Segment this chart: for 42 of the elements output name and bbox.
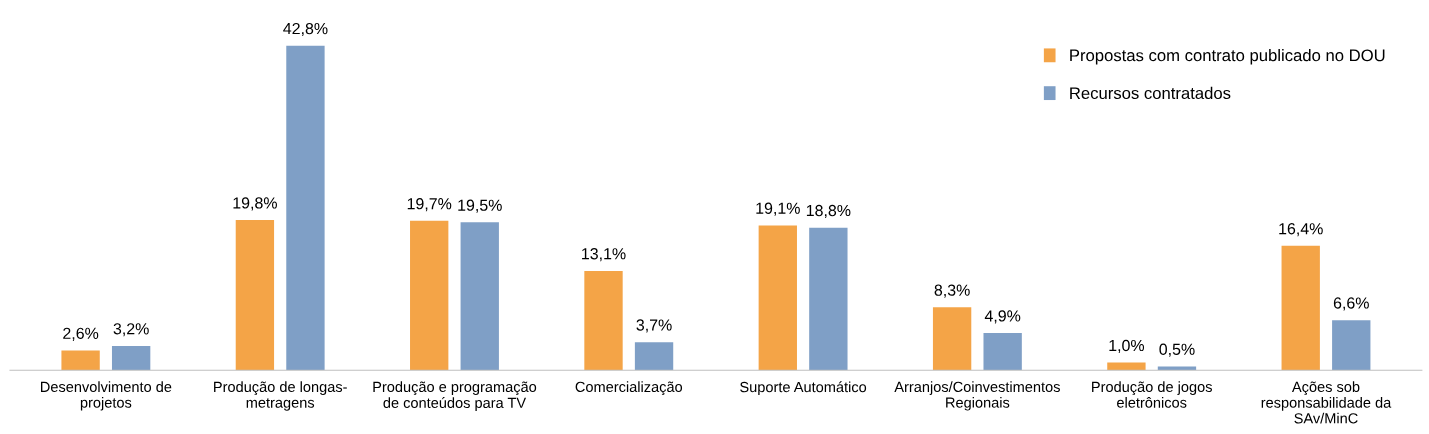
bar (286, 45, 325, 371)
x-tick-label: Arranjos/Coinvestimentos Regionais (894, 381, 1060, 411)
x-tick-label: Produção e programação de conteúdos para TV (373, 381, 537, 411)
bar (61, 350, 100, 371)
bar (983, 333, 1022, 371)
bar (1281, 245, 1320, 371)
data-label: 1,0% (1109, 339, 1145, 354)
bar (410, 220, 449, 371)
x-tick-label: Produção de longas- metragens (214, 381, 347, 411)
data-label: 19,5% (458, 199, 502, 213)
bar (460, 222, 499, 371)
bar (111, 345, 151, 371)
x-tick-label: Produção de jogos eletrônicos (1092, 381, 1212, 408)
data-label: 19,8% (233, 197, 277, 211)
data-label: 19,1% (756, 202, 800, 216)
bar (1332, 320, 1371, 371)
bar (758, 225, 797, 371)
legend-label: Propostas com contrato publicado no DOU (1070, 49, 1385, 65)
data-label: 42,8% (283, 22, 328, 37)
legend-label: Recursos contratados (1070, 86, 1231, 100)
data-label: 8,3% (934, 284, 970, 298)
data-label: 13,1% (582, 248, 626, 262)
data-label: 6,6% (1333, 297, 1369, 311)
x-tick-label: Ações sob responsabilidade da SAv/MinC (1261, 381, 1392, 424)
x-tick-label: Comercialização (575, 381, 683, 395)
bar (634, 342, 674, 371)
bar (932, 307, 972, 371)
data-label: 2,6% (63, 327, 99, 341)
bar (1157, 366, 1197, 371)
data-label: 4,9% (984, 310, 1021, 324)
data-label: 3,2% (113, 323, 149, 337)
data-label: 19,7% (407, 198, 452, 212)
data-label: 0,5% (1159, 343, 1195, 357)
bar (809, 227, 848, 371)
x-tick-label: Desenvolvimento de projetos (41, 381, 172, 411)
data-label: 3,7% (636, 319, 672, 333)
x-tick-label: Suporte Automático (740, 381, 867, 396)
bar (1107, 362, 1146, 371)
data-label: 18,8% (806, 204, 851, 219)
bar (235, 220, 275, 371)
bar (584, 270, 623, 371)
data-label: 16,4% (1279, 223, 1323, 237)
